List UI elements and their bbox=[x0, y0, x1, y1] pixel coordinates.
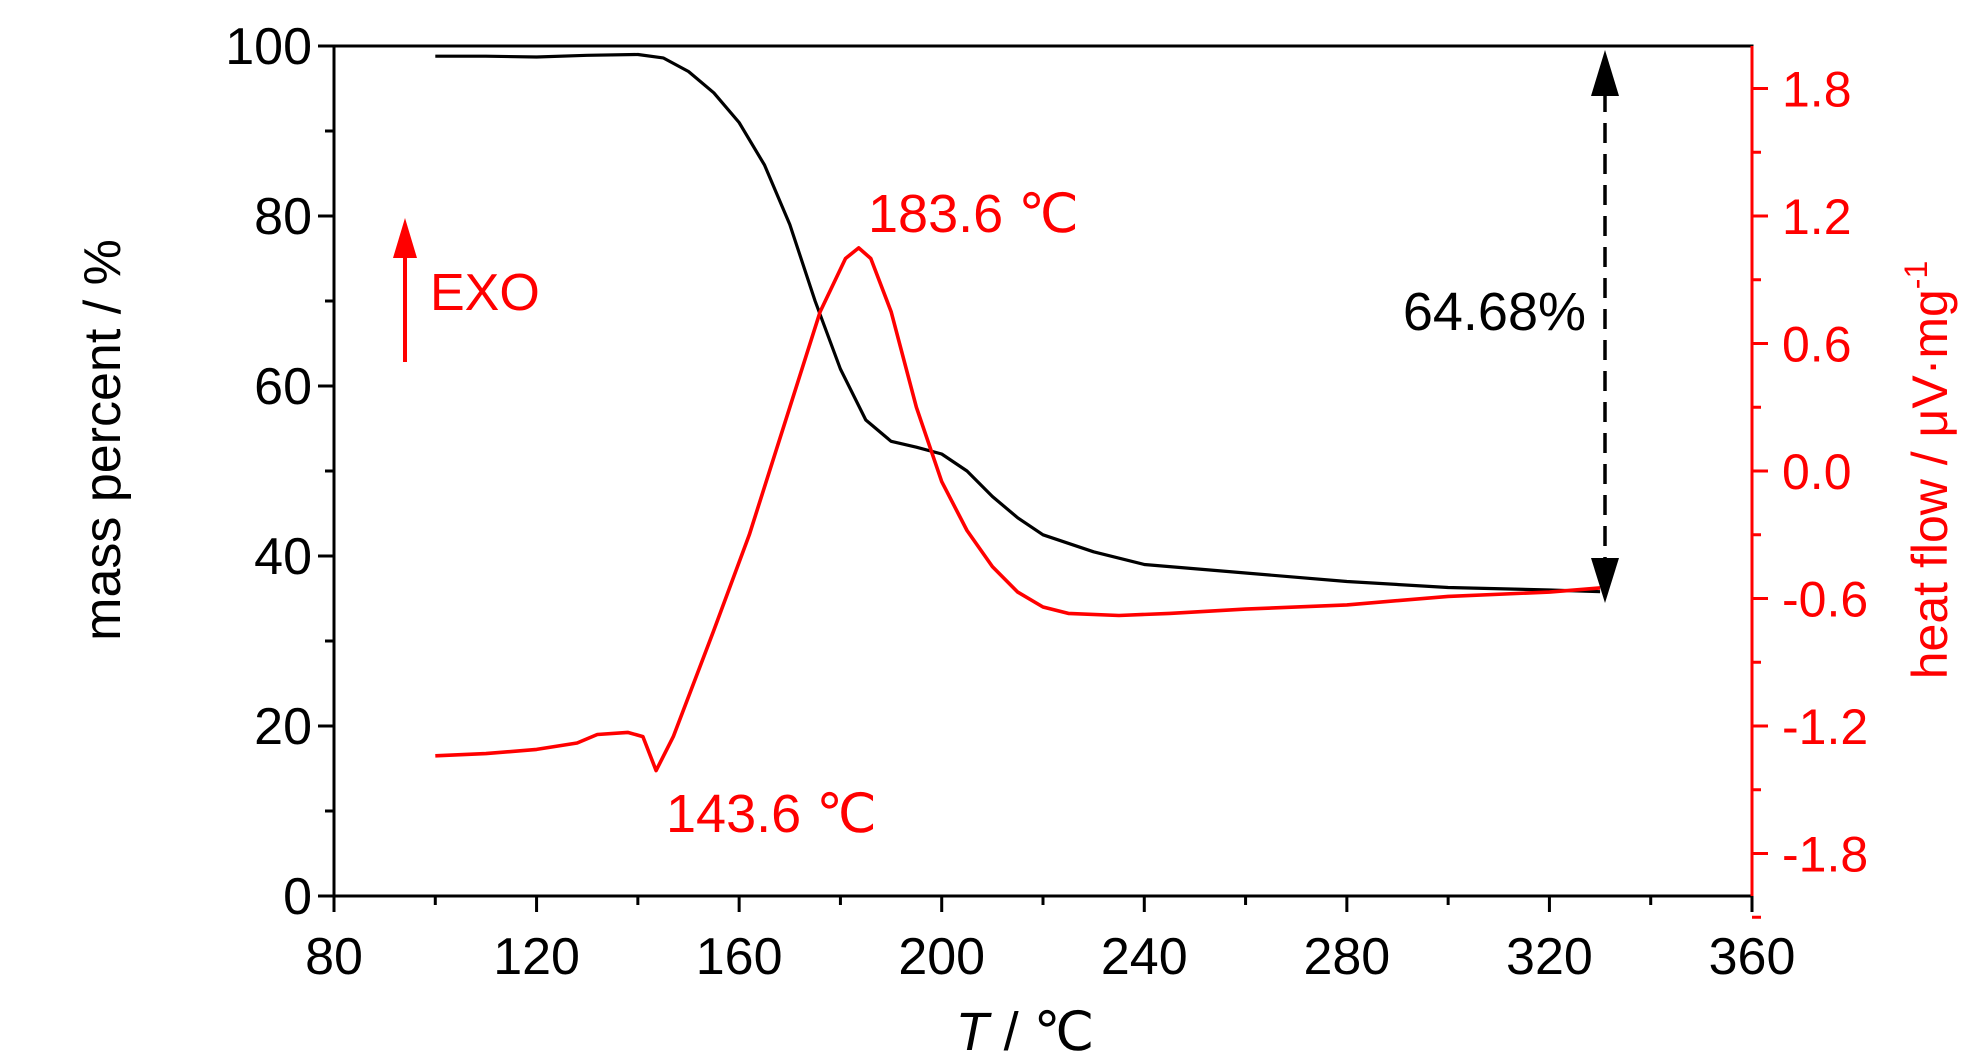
right-tick-label-6: -1.8 bbox=[1782, 827, 1868, 883]
heat-flow-curve bbox=[435, 246, 1601, 773]
right-axis-title-superscript: -1 bbox=[1898, 261, 1934, 289]
mass-loss-label: 64.68% bbox=[1403, 282, 1586, 342]
x-axis-title: T / ℃ bbox=[956, 1002, 1095, 1062]
x-tick-label-320: 320 bbox=[1506, 928, 1593, 986]
left-tick-label-20: 20 bbox=[254, 698, 312, 756]
x-tick-label-360: 360 bbox=[1709, 928, 1796, 986]
dip-temperature-label: 143.6 ℃ bbox=[666, 784, 877, 844]
plot-frame-left bbox=[332, 44, 1754, 898]
x-axis-title-unit: / ℃ bbox=[989, 1002, 1095, 1062]
x-tick-label-120: 120 bbox=[493, 928, 580, 986]
left-tick-label-100: 100 bbox=[225, 18, 312, 76]
x-tick-label-280: 280 bbox=[1303, 928, 1390, 986]
left-tick-label-40: 40 bbox=[254, 528, 312, 586]
left-axis-ticks: 0 20 40 60 80 100 bbox=[225, 18, 334, 926]
mass-loss-arrow-head-top bbox=[1591, 50, 1619, 96]
left-tick-label-80: 80 bbox=[254, 188, 312, 246]
x-axis-ticks: 80 120 160 200 240 280 320 360 bbox=[305, 896, 1795, 986]
x-tick-label-200: 200 bbox=[898, 928, 985, 986]
mass-loss-arrow-head-bottom bbox=[1591, 558, 1619, 603]
x-tick-label-80: 80 bbox=[305, 928, 363, 986]
right-tick-label-5: -1.2 bbox=[1782, 699, 1868, 755]
right-tick-label-4: -0.6 bbox=[1782, 572, 1868, 628]
mass-percent-curve bbox=[435, 52, 1601, 594]
left-axis-title: mass percent / % bbox=[74, 239, 132, 641]
right-tick-label-3: 0.0 bbox=[1782, 444, 1852, 500]
right-axis-title-main: heat flow / μV·mg bbox=[1902, 289, 1958, 679]
exo-arrow-head bbox=[393, 218, 417, 258]
x-axis-title-symbol: T bbox=[956, 1002, 993, 1062]
right-axis-title: heat flow / μV·mg-1 bbox=[1898, 261, 1958, 680]
peak-temperature-label: 183.6 ℃ bbox=[868, 184, 1079, 244]
exo-label: EXO bbox=[430, 264, 540, 322]
right-tick-label-0: 1.8 bbox=[1782, 62, 1852, 118]
left-tick-label-60: 60 bbox=[254, 358, 312, 416]
x-tick-label-160: 160 bbox=[696, 928, 783, 986]
right-tick-label-2: 0.6 bbox=[1782, 317, 1852, 373]
x-tick-label-240: 240 bbox=[1101, 928, 1188, 986]
right-axis-ticks: 1.8 1.2 0.6 0.0 -0.6 -1.2 -1.8 bbox=[1752, 62, 1868, 919]
right-tick-label-1: 1.2 bbox=[1782, 189, 1852, 245]
left-tick-label-0: 0 bbox=[283, 868, 312, 926]
